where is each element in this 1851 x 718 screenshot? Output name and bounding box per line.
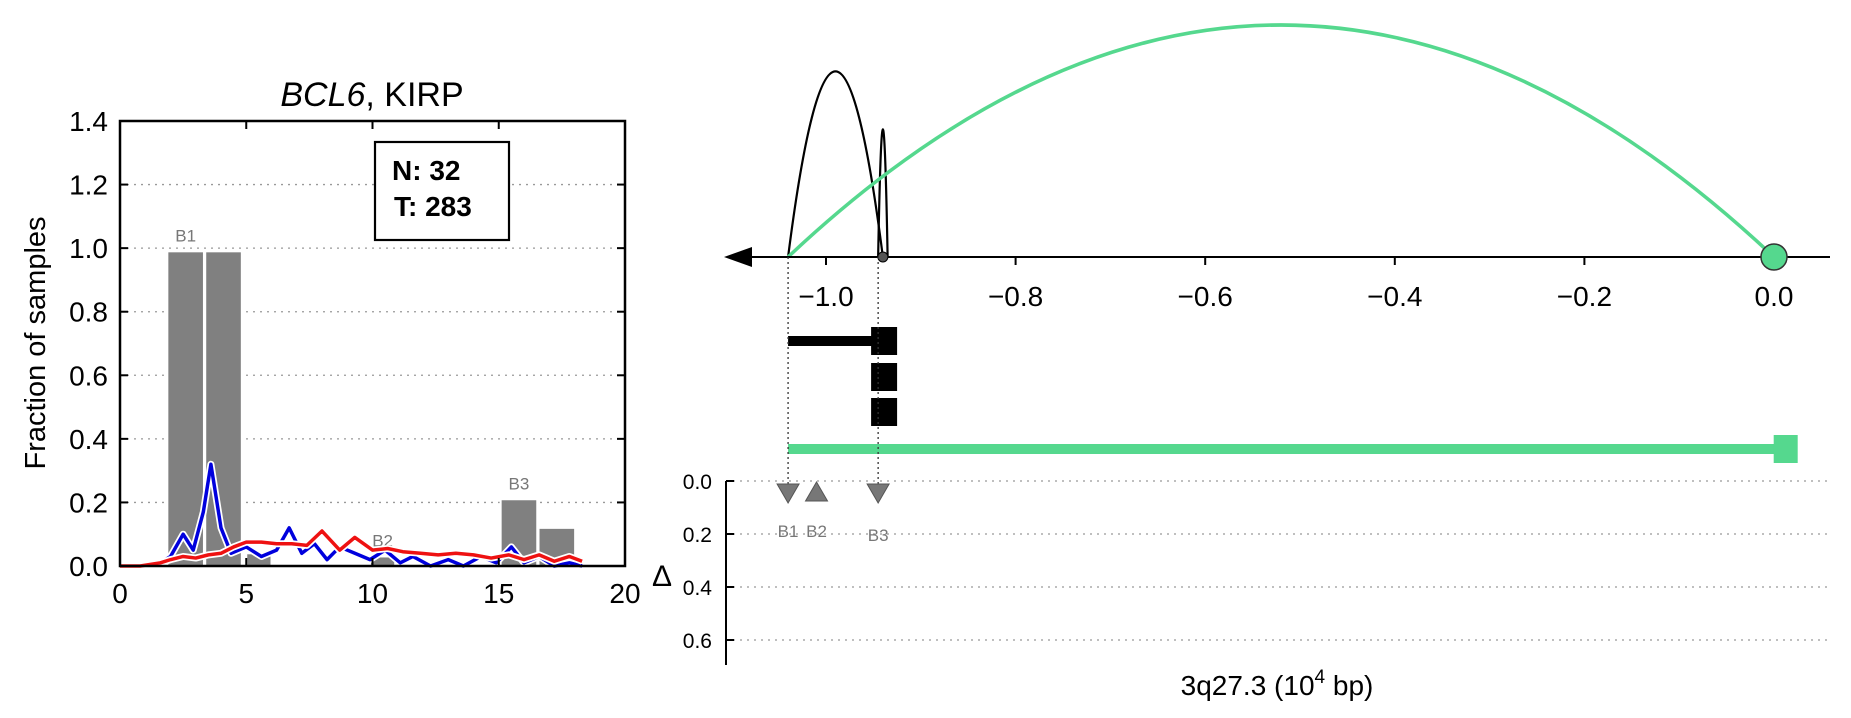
bar (204, 250, 243, 567)
series-line (120, 529, 583, 568)
y-tick-label: 0.6 (69, 360, 108, 391)
left-ylabel: Fraction of samples (20, 216, 52, 469)
y-tick-label: 1.2 (69, 170, 108, 201)
title-gene: BCL6 (280, 76, 365, 114)
delta-marker-label: B1 (778, 522, 799, 541)
y-tick-label: 0.8 (69, 297, 108, 328)
delta-tick-label: 0.6 (683, 630, 712, 653)
bar-label: B1 (175, 226, 196, 245)
x-tick-label: 5 (238, 578, 254, 609)
y-tick-label: 1.0 (69, 233, 108, 264)
genomic-axis: −1.0 −0.8 −0.6 −0.4 −0.2 0.0 (724, 243, 1830, 312)
transcript-features (788, 327, 1798, 463)
y-tick-label: 0.2 (69, 487, 108, 518)
breakpoint-arcs (786, 23, 1776, 259)
x-tick-label: 10 (357, 578, 388, 609)
marker-guide-lines (787, 257, 879, 485)
delta-marker-down (776, 483, 800, 504)
left-chart-title: BCL6, KIRP (280, 76, 463, 114)
delta-marker-up (804, 481, 829, 502)
delta-marker-down (866, 483, 891, 504)
x-tick-label: 15 (483, 578, 514, 609)
delta-tick-label: 0.2 (683, 524, 712, 547)
y-tick-label: 0.4 (69, 424, 108, 455)
transcript-exon (871, 363, 898, 391)
genomic-tick-label: 0.0 (1755, 281, 1794, 312)
delta-axis: 0.0 0.2 0.4 0.6 (683, 471, 1830, 665)
legend-box (373, 140, 511, 242)
legend-tumor-count: T: 283 (394, 191, 472, 222)
right-xlabel: 3q27.3 (104 bp) (1181, 667, 1374, 701)
breakpoint-dot (877, 251, 889, 263)
left-axis-ticks: 0.0 0.2 0.4 0.6 0.8 1.0 1.2 1.4 0 5 10 15 20 (69, 106, 641, 609)
transcript-exon (1773, 435, 1798, 463)
genomic-tick-label: −0.6 (1178, 281, 1233, 312)
axis-direction-arrow (724, 247, 752, 267)
right-chart: −1.0 −0.8 −0.6 −0.4 −0.2 0.0 0.00.20.40.6 B1 B… (652, 23, 1830, 701)
delta-label: Δ (652, 560, 672, 593)
x-tick-label: 20 (609, 578, 640, 609)
sample-count-legend: N: 32 T: 283 (373, 140, 511, 242)
x-tick-label: 0 (112, 578, 128, 609)
bar-label: B3 (509, 474, 530, 493)
breakpoint-arc (877, 128, 889, 258)
transcript-exon (871, 398, 898, 426)
anchor-circle (1760, 243, 1788, 271)
transcript-line (788, 336, 878, 346)
delta-markers: B1 B2 B3 (776, 481, 891, 545)
genomic-tick-label: −0.8 (988, 281, 1043, 312)
genomic-tick-label: −0.4 (1367, 281, 1422, 312)
title-rest: , KIRP (365, 76, 463, 114)
delta-marker-label: B2 (806, 522, 827, 541)
transcript-line (788, 444, 1778, 454)
delta-marker-label: B3 (868, 526, 889, 545)
breakpoint-arc (786, 23, 1776, 259)
genomic-tick-label: −0.2 (1557, 281, 1612, 312)
genomic-tick-label: −1.0 (798, 281, 853, 312)
y-tick-label: 1.4 (69, 106, 108, 137)
transcript-exon (871, 327, 898, 355)
delta-tick-label: 0.0 (683, 471, 712, 494)
delta-tick-label: 0.4 (683, 577, 713, 600)
left-series-lines (120, 460, 584, 570)
legend-normal-count: N: 32 (392, 155, 460, 186)
y-tick-label: 0.0 (69, 551, 108, 582)
left-bars (166, 250, 577, 568)
breakpoint-arc (786, 70, 884, 258)
